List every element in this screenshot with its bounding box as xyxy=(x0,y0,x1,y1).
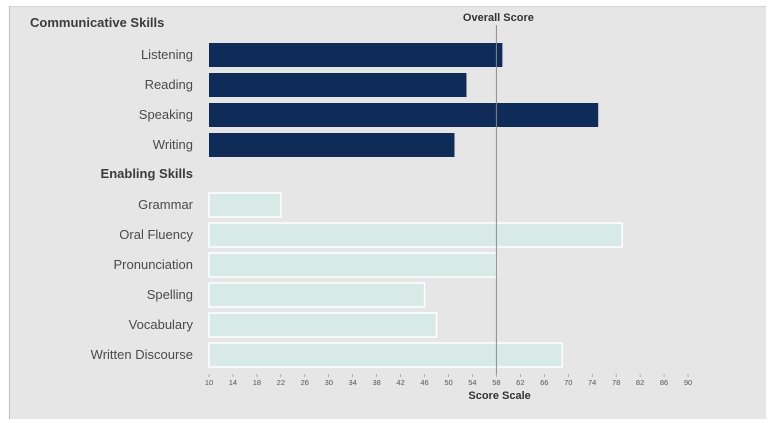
category-label-pronunciation: Pronunciation xyxy=(114,257,194,272)
x-tick-label-18: 18 xyxy=(253,378,261,387)
overall-score-label: Overall Score xyxy=(463,12,534,24)
x-tick-label-50: 50 xyxy=(444,378,452,387)
x-tick-label-90: 90 xyxy=(684,378,692,387)
category-label-reading: Reading xyxy=(145,77,193,92)
x-axis-title: Score Scale xyxy=(468,390,530,402)
x-tick-label-46: 46 xyxy=(420,378,428,387)
bar-vocabulary xyxy=(208,312,438,338)
score-chart: Communicative Skills Listening Reading Spea… xyxy=(30,12,692,402)
section-label-enabling-skills: Enabling Skills xyxy=(101,166,193,181)
x-tick-label-26: 26 xyxy=(301,378,309,387)
category-label-grammar: Grammar xyxy=(138,197,194,212)
x-tick-label-14: 14 xyxy=(229,378,237,387)
bar-oral-fluency xyxy=(208,222,623,248)
x-tick-label-82: 82 xyxy=(636,378,644,387)
bar-grammar xyxy=(208,192,282,218)
x-tick-label-66: 66 xyxy=(540,378,548,387)
chart-panel: Communicative Skills Listening Reading Spea… xyxy=(9,6,766,419)
x-tick-label-30: 30 xyxy=(325,378,333,387)
x-tick-label-54: 54 xyxy=(468,378,476,387)
category-label-oral-fluency: Oral Fluency xyxy=(119,227,193,242)
x-tick-label-34: 34 xyxy=(349,378,357,387)
category-label-spelling: Spelling xyxy=(147,287,193,302)
bar-listening xyxy=(209,43,503,67)
category-label-written-discourse: Written Discourse xyxy=(91,347,193,362)
x-tick-label-22: 22 xyxy=(277,378,285,387)
x-tick-label-38: 38 xyxy=(372,378,380,387)
category-label-speaking: Speaking xyxy=(139,107,193,122)
x-tick-label-86: 86 xyxy=(660,378,668,387)
x-tick-label-74: 74 xyxy=(588,378,596,387)
x-tick-label-70: 70 xyxy=(564,378,572,387)
category-label-writing: Writing xyxy=(153,137,193,152)
category-label-listening: Listening xyxy=(141,47,193,62)
bar-speaking xyxy=(209,103,599,127)
bar-pronunciation xyxy=(208,252,498,278)
x-tick-label-78: 78 xyxy=(612,378,620,387)
bar-writing xyxy=(209,133,455,157)
x-tick-label-58: 58 xyxy=(492,378,500,387)
section-label-communicative-skills: Communicative Skills xyxy=(30,15,164,30)
bar-spelling xyxy=(208,282,426,308)
x-tick-label-62: 62 xyxy=(516,378,524,387)
x-tick-label-42: 42 xyxy=(396,378,404,387)
category-label-vocabulary: Vocabulary xyxy=(129,317,194,332)
bar-reading xyxy=(209,73,467,97)
x-tick-label-10: 10 xyxy=(205,378,213,387)
bar-written-discourse xyxy=(208,342,564,368)
